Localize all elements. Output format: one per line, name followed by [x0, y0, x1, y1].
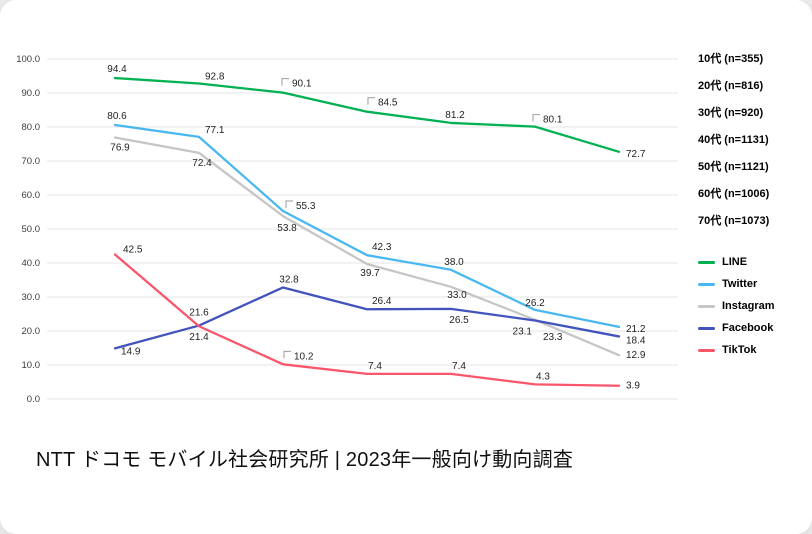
value-label-line-0: 94.4 [107, 64, 127, 75]
value-label-instagram-6: 12.9 [626, 350, 646, 361]
y-tick-label: 90.0 [22, 88, 41, 99]
value-label-twitter-2: 55.3 [296, 201, 316, 212]
value-label-instagram-1: 72.4 [192, 158, 212, 169]
legend-item-line: LINE [698, 251, 810, 273]
value-label-instagram-0: 76.9 [110, 143, 130, 154]
series-line-tiktok [113, 253, 621, 387]
series-line-twitter [113, 123, 621, 329]
y-tick-label: 80.0 [22, 122, 41, 133]
value-label-facebook-1: 21.6 [189, 308, 209, 319]
sample-size-item-0: 10代 (n=355) [698, 53, 764, 65]
value-label-facebook-2: 32.8 [279, 274, 299, 285]
value-label-twitter-6: 21.2 [626, 324, 646, 335]
y-tick-label: 20.0 [22, 326, 41, 337]
legend: LINE Twitter Instagram Facebook TikTok [698, 251, 810, 361]
y-tick-label: 10.0 [22, 360, 41, 371]
legend-item-tiktok: TikTok [698, 339, 810, 361]
value-label-facebook-0: 14.9 [121, 346, 141, 357]
legend-swatch-tiktok [698, 348, 715, 352]
value-label-facebook-3: 26.4 [372, 296, 392, 307]
value-label-instagram-3: 39.7 [360, 268, 380, 279]
legend-swatch-line [698, 260, 715, 264]
y-tick-label: 100.0 [16, 54, 40, 65]
label-leader [285, 200, 293, 208]
value-label-tiktok-6: 3.9 [626, 381, 640, 392]
caption: NTT ドコモ モバイル社会研究所 | 2023年一般向け動向調査 [36, 449, 574, 471]
value-label-instagram-2: 53.8 [277, 223, 297, 234]
legend-swatch-twitter [698, 282, 715, 286]
legend-label: Twitter [722, 278, 758, 290]
sample-size-item-5: 60代 (n=1006) [698, 188, 770, 200]
legend-swatch-instagram [698, 304, 715, 308]
legend-item-twitter: Twitter [698, 273, 810, 295]
sample-size-list: 10代 (n=355) 20代 (n=816) 30代 (n=920) 40代 (n=… [698, 46, 810, 235]
y-tick-label: 50.0 [22, 224, 41, 235]
legend-label: Facebook [722, 322, 774, 334]
y-tick-label: 60.0 [22, 190, 41, 201]
value-label-line-1: 92.8 [205, 71, 225, 82]
value-label-tiktok-5: 4.3 [536, 371, 550, 382]
line-chart: 0.0 10.0 20.0 30.0 40.0 50.0 60.0 70.0 80.0 90.0 1… [16, 54, 678, 405]
sample-size-item-1: 20代 (n=816) [698, 80, 764, 92]
legend-label: TikTok [722, 344, 757, 356]
value-label-twitter-3: 42.3 [372, 242, 392, 253]
value-label-tiktok-4: 7.4 [452, 361, 466, 372]
value-label-line-2: 90.1 [292, 79, 312, 90]
label-leader [281, 78, 289, 86]
value-label-line-6: 72.7 [626, 149, 646, 160]
value-label-facebook-6: 18.4 [626, 335, 646, 346]
sample-size-item-4: 50代 (n=1121) [698, 161, 769, 173]
value-label-line-3: 84.5 [378, 98, 398, 109]
value-label-tiktok-3: 7.4 [368, 361, 382, 372]
y-tick-label: 30.0 [22, 292, 41, 303]
legend-item-instagram: Instagram [698, 295, 810, 317]
legend-label: Instagram [722, 300, 775, 312]
value-label-line-4: 81.2 [445, 110, 465, 121]
series-line-line [113, 76, 621, 153]
value-label-tiktok-1: 21.4 [189, 332, 209, 343]
sample-size-item-2: 30代 (n=920) [698, 107, 764, 119]
y-tick-label: 40.0 [22, 258, 41, 269]
legend-label: LINE [722, 256, 748, 268]
value-label-line-5: 80.1 [543, 115, 563, 126]
legend-item-facebook: Facebook [698, 317, 810, 339]
value-label-facebook-4: 26.5 [449, 315, 469, 326]
value-label-instagram-5: 23.3 [543, 332, 563, 343]
value-label-instagram-4: 33.0 [447, 290, 467, 301]
value-label-facebook-5: 23.1 [513, 326, 533, 337]
legend-swatch-facebook [698, 326, 715, 330]
label-leader [532, 114, 540, 122]
value-label-twitter-0: 80.6 [107, 111, 127, 122]
label-leader [367, 97, 375, 105]
sample-size-item-3: 40代 (n=1131) [698, 134, 769, 146]
label-leader [283, 350, 291, 359]
y-tick-label: 70.0 [22, 156, 41, 167]
value-label-twitter-1: 77.1 [205, 125, 225, 136]
value-label-twitter-5: 26.2 [525, 298, 545, 309]
value-label-twitter-4: 38.0 [444, 257, 464, 268]
sample-size-item-6: 70代 (n=1073) [698, 215, 770, 227]
y-tick-label: 0.0 [27, 394, 40, 405]
side-panel: 10代 (n=355) 20代 (n=816) 30代 (n=920) 40代 (n=… [698, 46, 810, 361]
value-label-tiktok-0: 42.5 [123, 245, 143, 256]
value-label-tiktok-2: 10.2 [294, 351, 314, 362]
